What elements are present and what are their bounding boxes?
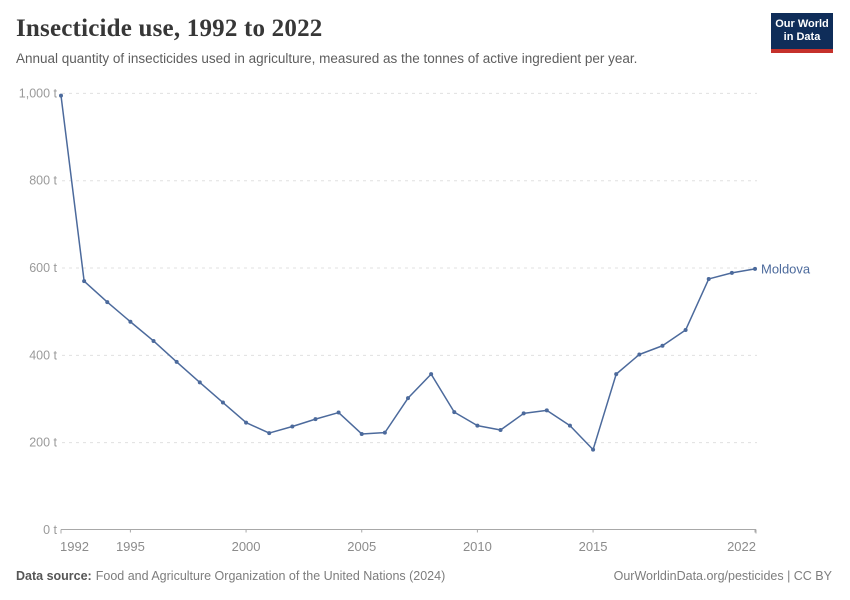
data-point — [290, 424, 295, 429]
owid-logo: Our World in Data — [771, 13, 833, 53]
data-point — [521, 411, 526, 416]
data-point — [244, 420, 249, 425]
x-axis-tick-label: 2005 — [347, 539, 376, 554]
license-attribution: OurWorldinData.org/pesticides | CC BY — [613, 569, 832, 583]
x-axis-tick-label: 1995 — [116, 539, 145, 554]
data-point — [660, 343, 665, 348]
data-source: Data source: Food and Agriculture Organiz… — [16, 569, 445, 584]
data-point — [614, 372, 619, 377]
data-point — [452, 410, 457, 415]
data-point — [151, 338, 156, 343]
x-axis-tick-label: 2010 — [463, 539, 492, 554]
data-point — [683, 328, 688, 333]
x-axis-tick-label: 2000 — [232, 539, 261, 554]
data-point — [729, 270, 734, 275]
chart-footer: Data source: Food and Agriculture Organiz… — [16, 569, 832, 584]
y-axis-tick-label: 1,000 t — [19, 86, 58, 100]
data-point — [313, 417, 318, 422]
data-point — [498, 428, 503, 433]
chart-subtitle: Annual quantity of insecticides used in … — [16, 50, 638, 66]
data-point — [105, 300, 110, 305]
data-point — [128, 319, 133, 324]
data-point — [336, 410, 341, 415]
y-axis-tick-label: 0 t — [43, 523, 57, 537]
series-label: Moldova — [761, 261, 811, 276]
chart-header: Insecticide use, 1992 to 2022 Annual qua… — [16, 15, 750, 67]
data-point — [220, 400, 225, 405]
data-point — [753, 266, 757, 271]
data-point — [637, 352, 642, 357]
data-point — [174, 359, 179, 364]
x-axis-tick-label: 2015 — [579, 539, 608, 554]
y-axis-tick-label: 200 t — [29, 436, 57, 450]
data-point — [706, 276, 711, 281]
data-point — [544, 408, 549, 413]
data-point — [475, 423, 480, 428]
data-point — [591, 447, 596, 452]
data-point — [359, 431, 364, 436]
y-axis-tick-label: 400 t — [29, 348, 57, 362]
y-axis-tick-label: 600 t — [29, 261, 57, 275]
data-point — [267, 431, 272, 436]
data-point — [567, 423, 572, 428]
owid-logo-line2: in Data — [783, 30, 821, 43]
owid-logo-line1: Our World — [775, 18, 829, 30]
x-axis-tick-label: 2022 — [727, 539, 756, 554]
data-point — [197, 380, 202, 385]
x-axis-tick-label: 1992 — [60, 539, 89, 554]
y-axis-tick-label: 800 t — [29, 174, 57, 188]
data-source-text: Food and Agriculture Organization of the… — [95, 569, 446, 583]
data-point — [82, 279, 87, 284]
data-point — [59, 93, 63, 98]
data-point — [429, 372, 434, 377]
data-source-label: Data source: — [16, 569, 92, 583]
chart-title: Insecticide use, 1992 to 2022 — [16, 15, 323, 42]
data-point — [382, 430, 387, 435]
data-point — [406, 396, 410, 401]
